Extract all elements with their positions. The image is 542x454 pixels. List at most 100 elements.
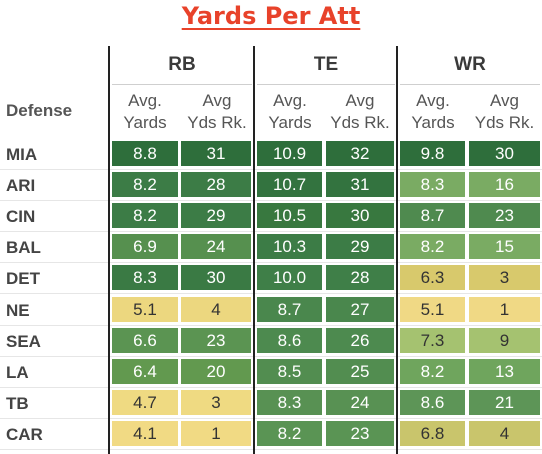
subheader-line-top: Avg xyxy=(202,91,232,110)
cell-te-avg-yards: 8.3 xyxy=(257,390,322,415)
cell-rb-avg-yds-rank: 3 xyxy=(181,390,251,415)
table-row: TB 4.7 3 8.3 24 8.6 21 xyxy=(0,390,542,417)
cell-wr-avg-yds-rank: 13 xyxy=(469,359,540,384)
subheader-wr-avg-yds-rank: Avg Yds Rk. xyxy=(467,90,542,134)
subheader-line-bottom: Yds Rk. xyxy=(330,113,390,132)
cell-rb-avg-yards: 8.3 xyxy=(112,265,178,290)
cell-rb-avg-yds-rank: 23 xyxy=(181,328,251,353)
cell-rb-avg-yards: 4.1 xyxy=(112,421,178,446)
subheader-line-bottom: Yds Rk. xyxy=(474,113,535,132)
table-row: BAL 6.9 24 10.3 29 8.2 15 xyxy=(0,234,542,261)
cell-rb-avg-yards: 6.9 xyxy=(112,234,178,259)
cell-te-avg-yds-rank: 28 xyxy=(326,265,394,290)
cell-rb-avg-yds-rank: 28 xyxy=(181,172,251,197)
cell-wr-avg-yds-rank: 23 xyxy=(469,203,540,228)
row-separator xyxy=(0,169,542,170)
table-row: NE 5.1 4 8.7 27 5.1 1 xyxy=(0,297,542,324)
team-name: DET xyxy=(6,269,40,288)
team-name: TB xyxy=(6,394,29,413)
team-name: CAR xyxy=(6,425,43,444)
cell-wr-avg-yds-rank: 1 xyxy=(469,297,540,322)
cell-rb-avg-yds-rank: 29 xyxy=(181,203,251,228)
table-row: CIN 8.2 29 10.5 30 8.7 23 xyxy=(0,203,542,230)
cell-wr-avg-yds-rank: 21 xyxy=(469,390,540,415)
cell-wr-avg-yards: 8.2 xyxy=(400,234,465,259)
cell-rb-avg-yards: 6.4 xyxy=(112,359,178,384)
table-row: LA 6.4 20 8.5 25 8.2 13 xyxy=(0,359,542,386)
cell-rb-avg-yards: 8.2 xyxy=(112,172,178,197)
cell-rb-avg-yards: 4.7 xyxy=(112,390,178,415)
subheader-line-top: Avg. xyxy=(273,91,307,110)
subheader-wr-avg-yards: Avg. Yards xyxy=(399,90,467,134)
cell-wr-avg-yds-rank: 30 xyxy=(469,141,540,166)
cell-te-avg-yds-rank: 27 xyxy=(326,297,394,322)
cell-rb-avg-yards: 8.2 xyxy=(112,203,178,228)
group-header-rb: RB xyxy=(168,54,196,75)
group-underline-wr xyxy=(400,84,540,85)
cell-rb-avg-yds-rank: 4 xyxy=(181,297,251,322)
divider-te-wr xyxy=(396,46,398,454)
divider-rb-te xyxy=(253,46,255,454)
team-name: SEA xyxy=(6,332,41,351)
subheader-te-avg-yds-rank: Avg Yds Rk. xyxy=(324,90,396,134)
group-underline-te xyxy=(257,84,395,85)
cell-wr-avg-yards: 7.3 xyxy=(400,328,465,353)
row-separator xyxy=(0,293,542,294)
cell-te-avg-yds-rank: 32 xyxy=(326,141,394,166)
divider-defense-rb xyxy=(108,46,110,454)
row-separator xyxy=(0,231,542,232)
row-separator xyxy=(0,200,542,201)
cell-wr-avg-yds-rank: 15 xyxy=(469,234,540,259)
cell-wr-avg-yards: 6.8 xyxy=(400,421,465,446)
cell-te-avg-yds-rank: 23 xyxy=(326,421,394,446)
cell-te-avg-yds-rank: 30 xyxy=(326,203,394,228)
cell-te-avg-yards: 10.0 xyxy=(257,265,322,290)
cell-te-avg-yards: 8.5 xyxy=(257,359,322,384)
cell-wr-avg-yds-rank: 16 xyxy=(469,172,540,197)
cell-te-avg-yds-rank: 25 xyxy=(326,359,394,384)
cell-rb-avg-yards: 6.6 xyxy=(112,328,178,353)
cell-wr-avg-yds-rank: 9 xyxy=(469,328,540,353)
cell-te-avg-yards: 8.6 xyxy=(257,328,322,353)
table-row: MIA 8.8 31 10.9 32 9.8 30 xyxy=(0,141,542,168)
subheader-line-bottom: Yards xyxy=(411,113,455,132)
cell-te-avg-yards: 8.7 xyxy=(257,297,322,322)
cell-wr-avg-yards: 8.3 xyxy=(400,172,465,197)
cell-rb-avg-yards: 8.8 xyxy=(112,141,178,166)
row-separator xyxy=(0,325,542,326)
page-title: Yards Per Att xyxy=(181,2,361,30)
cell-rb-avg-yds-rank: 20 xyxy=(181,359,251,384)
subheader-rb-avg-yds-rank: Avg Yds Rk. xyxy=(180,90,254,134)
cell-te-avg-yds-rank: 24 xyxy=(326,390,394,415)
subheader-line-top: Avg xyxy=(490,91,519,110)
subheader-line-bottom: Yds Rk. xyxy=(187,113,247,132)
cell-te-avg-yards: 10.3 xyxy=(257,234,322,259)
cell-wr-avg-yds-rank: 4 xyxy=(469,421,540,446)
team-name: NE xyxy=(6,301,30,320)
team-name: MIA xyxy=(6,145,38,164)
team-name: CIN xyxy=(6,207,36,226)
cell-te-avg-yards: 8.2 xyxy=(257,421,322,446)
table-row: DET 8.3 30 10.0 28 6.3 3 xyxy=(0,265,542,292)
group-header-wr: WR xyxy=(454,54,486,75)
cell-wr-avg-yards: 8.7 xyxy=(400,203,465,228)
table-row: ARI 8.2 28 10.7 31 8.3 16 xyxy=(0,172,542,199)
cell-rb-avg-yds-rank: 30 xyxy=(181,265,251,290)
cell-rb-avg-yds-rank: 1 xyxy=(181,421,251,446)
subheader-rb-avg-yards: Avg. Yards xyxy=(110,90,180,134)
team-name: ARI xyxy=(6,176,36,195)
cell-rb-avg-yds-rank: 24 xyxy=(181,234,251,259)
cell-te-avg-yds-rank: 29 xyxy=(326,234,394,259)
subheader-line-bottom: Yards xyxy=(268,113,312,132)
table-row: CAR 4.1 1 8.2 23 6.8 4 xyxy=(0,421,542,448)
subheader-line-top: Avg. xyxy=(128,91,162,110)
row-separator xyxy=(0,387,542,388)
defense-column-header: Defense xyxy=(6,101,73,120)
cell-rb-avg-yds-rank: 31 xyxy=(181,141,251,166)
team-name: BAL xyxy=(6,238,41,257)
group-header-te: TE xyxy=(313,54,339,75)
subheader-te-avg-yards: Avg. Yards xyxy=(256,90,324,134)
row-separator xyxy=(0,418,542,419)
cell-wr-avg-yards: 6.3 xyxy=(400,265,465,290)
subheader-line-top: Avg xyxy=(345,91,375,110)
